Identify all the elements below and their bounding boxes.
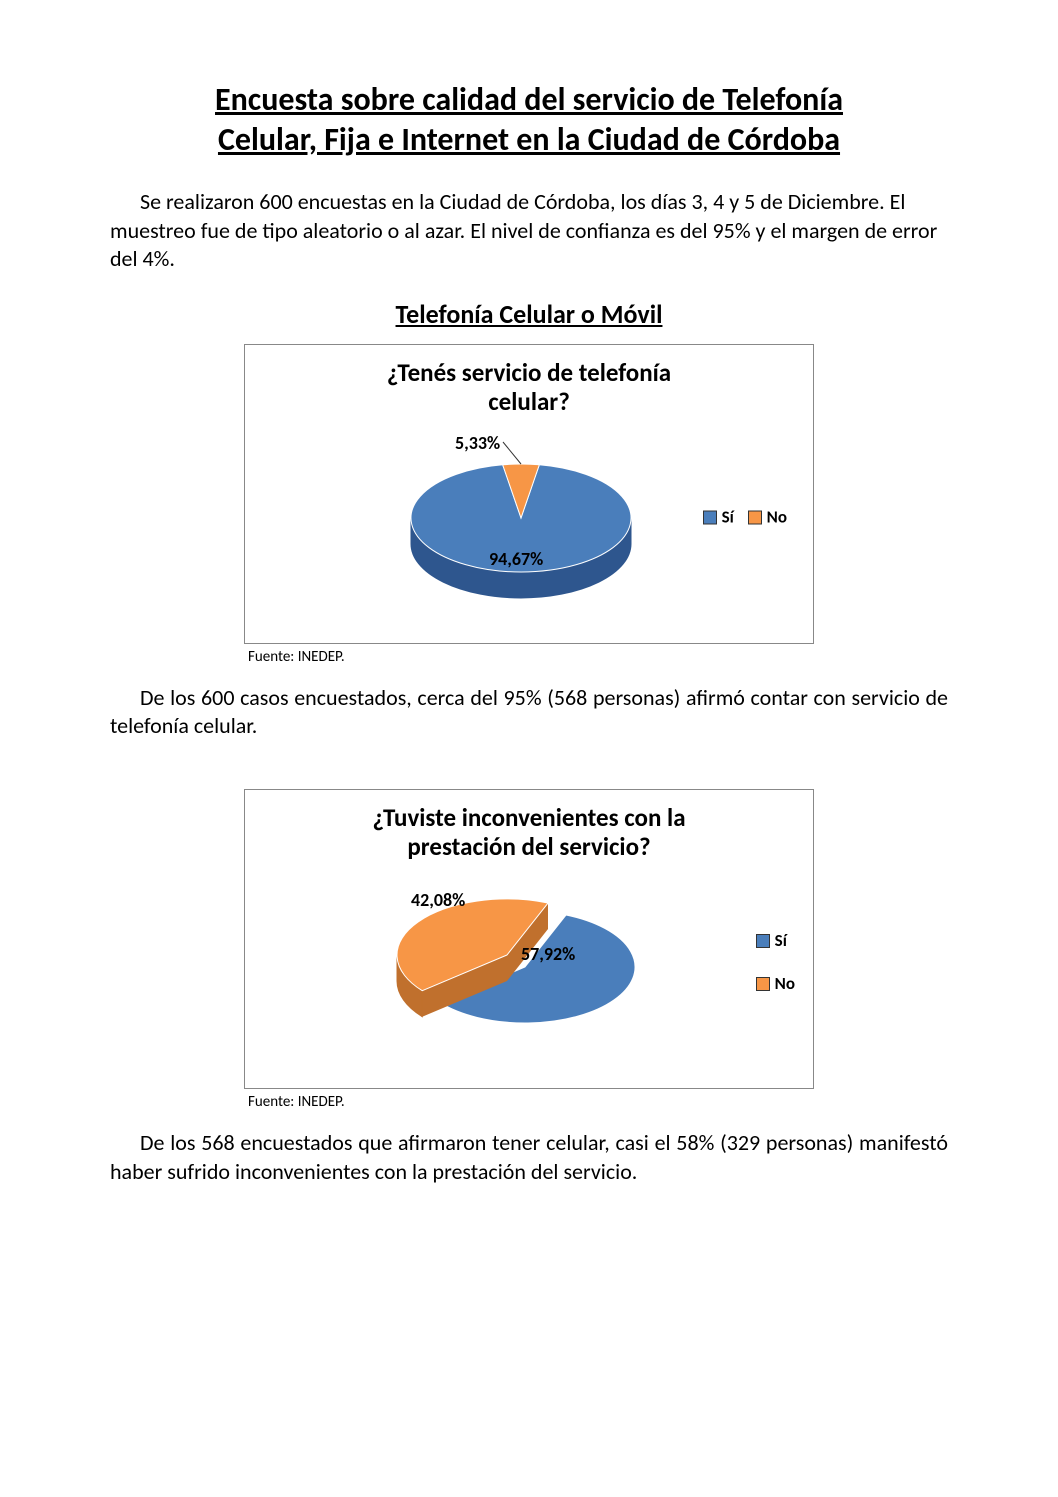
chart-1-block: ¿Tenés servicio de telefonía celular? 94…	[244, 344, 814, 666]
chart-2-source: Fuente: INEDEP.	[248, 1093, 814, 1111]
legend-label: Sí	[775, 930, 787, 951]
chart-2-area: 57,92% 42,08% Sí No	[255, 867, 803, 1057]
paragraph-after-chart-1: De los 600 casos encuestados, cerca del …	[110, 684, 948, 741]
legend-label: No	[767, 507, 787, 528]
chart-1-label-no: 5,33%	[455, 432, 500, 454]
legend-swatch-icon	[756, 977, 770, 991]
chart-1-legend-item-si: Sí	[703, 507, 734, 528]
section-heading: Telefonía Celular o Móvil	[110, 298, 948, 330]
chart-1-source: Fuente: INEDEP.	[248, 648, 814, 666]
page-title: Encuesta sobre calidad del servicio de T…	[110, 80, 948, 160]
legend-label: Sí	[722, 507, 734, 528]
chart-2-title-line-1: ¿Tuviste inconvenientes con la	[372, 802, 685, 833]
legend-label: No	[775, 973, 795, 994]
chart-2-legend-item-no: No	[756, 973, 795, 994]
chart-2-title: ¿Tuviste inconvenientes con la prestació…	[255, 804, 803, 862]
chart-2-box: ¿Tuviste inconvenientes con la prestació…	[244, 789, 814, 1089]
title-line-1: Encuesta sobre calidad del servicio de T…	[215, 80, 843, 119]
legend-swatch-icon	[756, 934, 770, 948]
chart-2-label-si: 57,92%	[521, 943, 575, 965]
legend-swatch-icon	[703, 510, 717, 524]
chart-2-legend: Sí No	[756, 926, 795, 998]
chart-1-legend-item-no: No	[748, 507, 787, 528]
chart-1-box: ¿Tenés servicio de telefonía celular? 94…	[244, 344, 814, 644]
chart-1-legend: Sí No	[703, 503, 797, 532]
chart-1-title: ¿Tenés servicio de telefonía celular?	[255, 359, 803, 417]
chart-2-label-no: 42,08%	[411, 889, 465, 911]
chart-1-label-si: 94,67%	[489, 548, 543, 570]
chart-1-title-line-2: celular?	[488, 386, 570, 417]
title-line-2: Celular, Fija e Internet en la Ciudad de…	[218, 120, 840, 159]
paragraph-after-chart-2: De los 568 encuestados que afirmaron ten…	[110, 1129, 948, 1186]
chart-1-title-line-1: ¿Tenés servicio de telefonía	[387, 357, 671, 388]
chart-1-area: 94,67% 5,33% Sí No	[255, 422, 803, 612]
chart-2-block: ¿Tuviste inconvenientes con la prestació…	[244, 789, 814, 1111]
chart-2-title-line-2: prestación del servicio?	[407, 831, 650, 862]
chart-2-pie: 57,92% 42,08%	[355, 877, 655, 1062]
chart-1-pie: 94,67% 5,33%	[361, 440, 641, 615]
chart-2-legend-item-si: Sí	[756, 930, 795, 951]
legend-swatch-icon	[748, 510, 762, 524]
intro-paragraph: Se realizaron 600 encuestas en la Ciudad…	[110, 188, 948, 274]
